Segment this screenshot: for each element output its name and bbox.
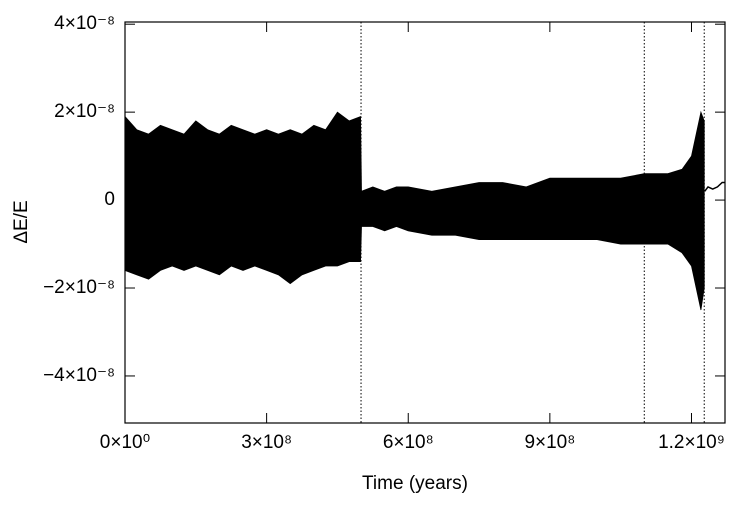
x-tick-label: 9×10⁸ — [524, 432, 575, 453]
y-tick-label: 4×10⁻⁸ — [54, 13, 115, 34]
x-tick-label: 3×10⁸ — [241, 432, 292, 453]
energy-error-band — [124, 110, 705, 311]
y-axis-label: ΔE/E — [11, 200, 32, 243]
energy-error-line — [704, 181, 725, 192]
y-tick-label: 2×10⁻⁸ — [54, 101, 115, 122]
y-tick-label: 0 — [104, 189, 115, 210]
y-tick-label: −4×10⁻⁸ — [43, 365, 115, 386]
x-axis-label: Time (years) — [362, 473, 468, 494]
x-tick-label: 0×10⁰ — [100, 432, 150, 453]
y-tick-label: −2×10⁻⁸ — [43, 277, 115, 298]
x-tick-label: 6×10⁸ — [383, 432, 434, 453]
x-tick-label: 1.2×10⁹ — [658, 432, 725, 453]
